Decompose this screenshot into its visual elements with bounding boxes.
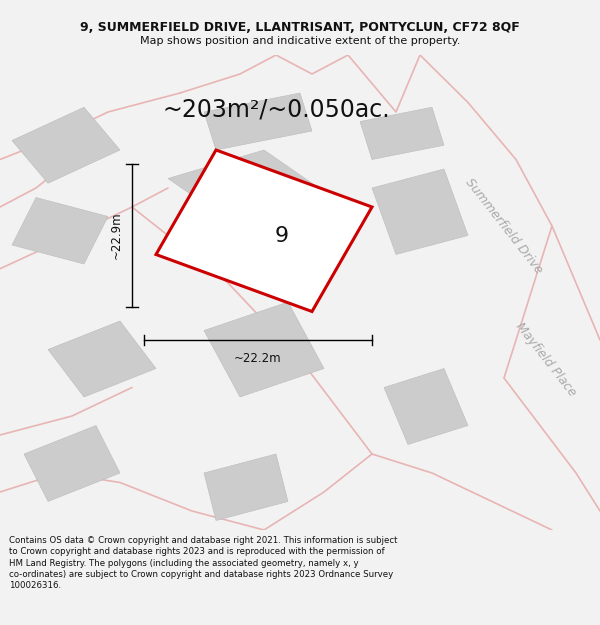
Text: 9: 9 [275,226,289,246]
Polygon shape [168,150,360,245]
Polygon shape [204,454,288,521]
Text: Map shows position and indicative extent of the property.: Map shows position and indicative extent… [140,36,460,46]
Text: Mayfield Place: Mayfield Place [513,319,579,399]
Polygon shape [360,107,444,159]
Polygon shape [372,169,468,254]
Polygon shape [156,150,372,311]
Polygon shape [384,369,468,444]
Text: Summerfield Drive: Summerfield Drive [463,176,545,276]
Text: ~203m²/~0.050ac.: ~203m²/~0.050ac. [162,98,390,122]
Polygon shape [48,321,156,397]
Polygon shape [12,198,108,264]
Text: Contains OS data © Crown copyright and database right 2021. This information is : Contains OS data © Crown copyright and d… [9,536,398,591]
Polygon shape [204,93,312,150]
Text: 9, SUMMERFIELD DRIVE, LLANTRISANT, PONTYCLUN, CF72 8QF: 9, SUMMERFIELD DRIVE, LLANTRISANT, PONTY… [80,21,520,34]
Text: ~22.2m: ~22.2m [234,352,282,365]
Polygon shape [12,107,120,183]
Text: ~22.9m: ~22.9m [110,212,123,259]
Polygon shape [24,426,120,501]
Polygon shape [204,302,324,397]
